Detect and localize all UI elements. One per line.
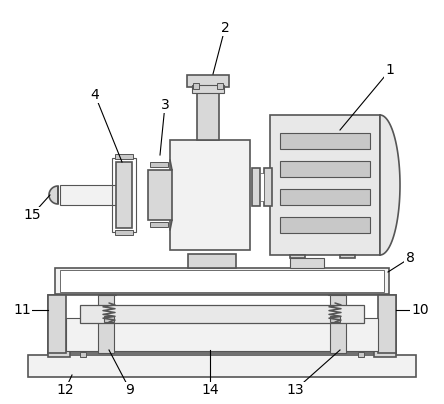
Text: 4: 4 [91,88,99,102]
Bar [28,355,416,377]
Bar [358,352,364,357]
Bar [270,115,380,255]
Bar [48,295,396,353]
Bar [112,158,136,232]
Bar [80,352,86,357]
Bar [170,140,250,250]
Polygon shape [340,255,355,258]
Bar [192,85,224,93]
Bar [280,133,370,149]
Bar [116,162,132,228]
Bar [264,168,272,206]
Bar [217,83,223,89]
Bar [48,351,70,357]
Bar [104,316,114,322]
Bar [55,268,389,294]
Text: 14: 14 [201,383,219,397]
Bar [330,316,340,322]
Bar [187,75,229,87]
Bar [66,318,378,351]
Bar [98,294,116,295]
Polygon shape [49,186,58,204]
Bar [378,295,396,353]
Bar [193,83,199,89]
Polygon shape [290,255,305,258]
Bar [188,254,236,268]
Text: 1: 1 [385,63,394,77]
Text: 3: 3 [161,98,169,112]
Text: 10: 10 [411,303,429,317]
Bar [197,85,219,140]
Bar [252,168,260,206]
Bar [60,270,384,292]
Bar [328,294,346,295]
Text: 15: 15 [23,208,41,222]
Bar [260,173,264,201]
Bar [280,161,370,177]
Bar [48,295,66,353]
Bar [150,222,168,227]
Bar [374,351,396,357]
Bar [280,217,370,233]
Text: 8: 8 [405,251,414,265]
Bar [330,295,346,353]
Bar [98,295,114,353]
Text: 13: 13 [286,383,304,397]
Bar [115,230,133,235]
Bar [80,305,364,323]
Text: 2: 2 [221,21,230,35]
Bar [60,185,116,205]
Bar [150,162,168,167]
Polygon shape [380,115,400,255]
Text: 11: 11 [13,303,31,317]
Bar [148,170,172,220]
Bar [290,258,324,268]
Bar [280,189,370,205]
Bar [115,154,133,159]
Text: 9: 9 [126,383,135,397]
Text: 12: 12 [56,383,74,397]
